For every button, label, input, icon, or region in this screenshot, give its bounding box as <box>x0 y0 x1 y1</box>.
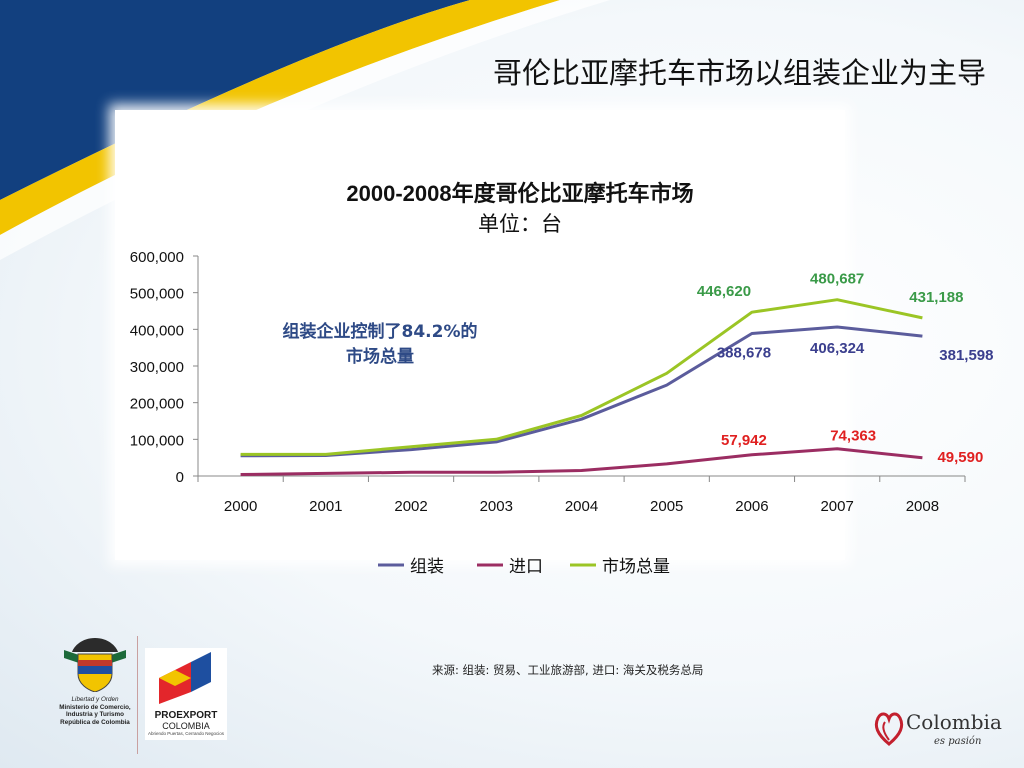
x-tick-label: 2006 <box>735 498 768 515</box>
ministry-line: República de Colombia <box>60 718 130 726</box>
y-tick-label: 500,000 <box>130 286 184 303</box>
data-label: 74,363 <box>830 428 876 445</box>
source-note: 来源: 组装: 贸易、工业旅游部, 进口: 海关及税务总局 <box>432 663 704 677</box>
x-tick-label: 2001 <box>309 498 342 515</box>
y-tick-label: 200,000 <box>130 396 184 413</box>
legend-label: 进口 <box>509 557 543 577</box>
logo-divider <box>137 636 138 754</box>
annotation-line: 市场总量 <box>346 346 414 367</box>
data-label: 57,942 <box>721 432 767 449</box>
x-tick-label: 2004 <box>565 498 598 515</box>
slide-title: 哥伦比亚摩托车市场以组装企业为主导 <box>492 56 986 90</box>
chart-axes: 600,000 500,000 400,000 300,000 200,000 100,0… <box>130 249 966 515</box>
ministry-line: Libertad y Orden <box>71 696 119 703</box>
ministry-line: Industria y Turismo <box>66 711 124 718</box>
chart-panel <box>115 110 845 560</box>
data-label: 431,188 <box>909 289 963 306</box>
heart-icon <box>874 712 904 746</box>
x-tick-label: 2007 <box>820 498 853 515</box>
data-label: 381,598 <box>939 347 993 364</box>
data-label: 480,687 <box>810 271 864 288</box>
ministry-line: Ministerio de Comercio, <box>59 703 131 711</box>
proexport-country: COLOMBIA <box>162 721 210 731</box>
y-tick-label: 600,000 <box>130 249 184 266</box>
legend-label: 组装 <box>410 557 444 577</box>
coat-of-arms-icon <box>64 638 126 693</box>
chart-title: 2000-2008年度哥伦比亚摩托车市场 <box>346 181 694 206</box>
x-tick-label: 2003 <box>480 498 513 515</box>
series-line-import <box>240 447 923 476</box>
x-tick-label: 2000 <box>224 498 257 515</box>
proexport-cube-icon <box>159 652 211 704</box>
proexport-name: PROEXPORT <box>154 710 218 721</box>
data-label: 49,590 <box>937 449 983 466</box>
chart-legend: 组装 进口 市场总量 <box>378 557 670 577</box>
y-tick-label: 100,000 <box>130 432 184 449</box>
data-label: 388,678 <box>717 344 771 361</box>
x-tick-label: 2008 <box>906 498 939 515</box>
chart-subtitle: 单位：台 <box>478 212 562 236</box>
series-line-assembly <box>240 325 923 458</box>
annotation-line: 组装企业控制了84.2%的 <box>283 321 478 342</box>
chart-data-labels: 446,620 480,687 431,188 388,678 406,324 381,5… <box>697 271 994 466</box>
x-tick-label: 2005 <box>650 498 683 515</box>
ministry-logo: Libertad y Orden Ministerio de Comercio,… <box>52 634 138 752</box>
y-tick-label: 0 <box>176 469 184 486</box>
proexport-tagline: Abriendo Puertas, Cerrando Negocios <box>147 731 225 736</box>
data-label: 446,620 <box>697 283 751 300</box>
series-line-total <box>240 298 923 456</box>
colombia-tagline: es pasión <box>934 736 982 747</box>
y-tick-label: 300,000 <box>130 359 184 376</box>
ministry-text: Libertad y Orden Ministerio de Comercio,… <box>52 696 138 726</box>
data-label: 406,324 <box>810 340 865 357</box>
colombia-brand-logo: Colombia es pasión <box>872 704 1012 754</box>
colombia-brand-name: Colombia <box>906 710 1002 734</box>
x-tick-label: 2002 <box>394 498 427 515</box>
legend-label: 市场总量 <box>602 557 670 577</box>
proexport-logo: PROEXPORT COLOMBIA Abriendo Puertas, Cer… <box>145 648 227 740</box>
y-tick-label: 400,000 <box>130 322 184 339</box>
chart-lines <box>240 298 923 476</box>
